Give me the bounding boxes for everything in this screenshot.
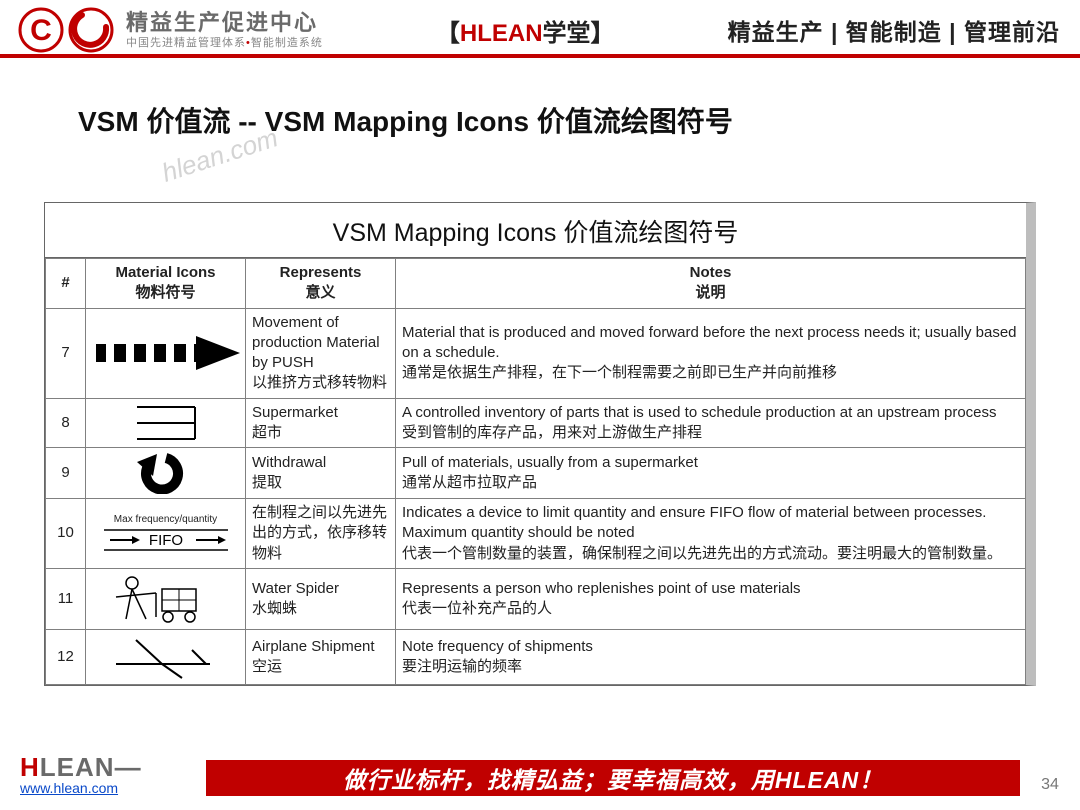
row-notes: Note frequency of shipments 要注明运输的频率	[396, 629, 1026, 684]
org-name: 精益生产促进中心	[126, 10, 323, 36]
table-row: 8 Supermarket 超市 A controlled inventory …	[46, 398, 1026, 448]
vsm-table: # Material Icons 物料符号 Represents 意义 Note…	[45, 258, 1026, 685]
logo-l-icon	[68, 7, 114, 53]
row-represents: 在制程之间以先进先出的方式，依序移转物料	[246, 499, 396, 569]
header: C 精益生产促进中心 中国先进精益管理体系•智能制造系统 【HLEAN学堂】 精…	[0, 0, 1080, 58]
footer: HLEAN— www.hlean.com 做行业标杆，找精弘益；要幸福高效，用H…	[0, 754, 1080, 796]
logo-text: 精益生产促进中心 中国先进精益管理体系•智能制造系统	[126, 10, 323, 50]
footer-brand: HLEAN—	[20, 754, 206, 781]
table-row: 12 Airplane Shipment 空运 Note frequency o…	[46, 629, 1026, 684]
page-number: 34	[1020, 754, 1080, 796]
table-row: 11 Water Sp	[46, 568, 1026, 629]
fifo-caption: Max frequency/quantity	[92, 513, 239, 527]
footer-slogan: 做行业标杆，找精弘益；要幸福高效，用HLEAN！	[206, 760, 1020, 796]
footer-left: HLEAN— www.hlean.com	[0, 754, 206, 796]
row-represents: Water Spider 水蜘蛛	[246, 568, 396, 629]
vsm-table-title: VSM Mapping Icons 价值流绘图符号	[45, 203, 1026, 258]
header-center: 【HLEAN学堂】	[323, 13, 728, 48]
row-represents: Movement of production Material by PUSH …	[246, 308, 396, 398]
col-notes: Notes 说明	[396, 259, 1026, 309]
row-notes: Pull of materials, usually from a superm…	[396, 448, 1026, 499]
fifo-icon: Max frequency/quantity FIFO	[86, 499, 246, 569]
col-num: #	[46, 259, 86, 309]
row-notes: Indicates a device to limit quantity and…	[396, 499, 1026, 569]
table-row: 7 Movement of production Material by PUS…	[46, 308, 1026, 398]
org-subtitle: 中国先进精益管理体系•智能制造系统	[126, 37, 323, 50]
supermarket-icon	[86, 398, 246, 448]
row-represents: Airplane Shipment 空运	[246, 629, 396, 684]
table-header-row: # Material Icons 物料符号 Represents 意义 Note…	[46, 259, 1026, 309]
svg-text:C: C	[30, 14, 52, 47]
row-num: 10	[46, 499, 86, 569]
withdrawal-icon	[86, 448, 246, 499]
water-spider-icon	[86, 568, 246, 629]
row-num: 8	[46, 398, 86, 448]
logo-c-icon: C	[18, 7, 64, 53]
row-num: 11	[46, 568, 86, 629]
table-row: 9 Withdrawal 提取 Pull of materials, usual…	[46, 448, 1026, 499]
header-right: 精益生产 | 智能制造 | 管理前沿	[728, 13, 1060, 47]
row-represents: Withdrawal 提取	[246, 448, 396, 499]
row-notes: A controlled inventory of parts that is …	[396, 398, 1026, 448]
slide-title: VSM 价值流 -- VSM Mapping Icons 价值流绘图符号	[78, 100, 1080, 140]
row-num: 7	[46, 308, 86, 398]
row-notes: Material that is produced and moved forw…	[396, 308, 1026, 398]
vsm-table-container: VSM Mapping Icons 价值流绘图符号 # Material Ico…	[44, 202, 1036, 686]
row-notes: Represents a person who replenishes poin…	[396, 568, 1026, 629]
row-represents: Supermarket 超市	[246, 398, 396, 448]
airplane-icon	[86, 629, 246, 684]
logo-block: C 精益生产促进中心 中国先进精益管理体系•智能制造系统	[18, 7, 323, 53]
col-material-icons: Material Icons 物料符号	[86, 259, 246, 309]
col-represents: Represents 意义	[246, 259, 396, 309]
fifo-label: FIFO	[148, 532, 182, 549]
row-num: 9	[46, 448, 86, 499]
table-row: 10 Max frequency/quantity FIFO 在制程之间以先进先…	[46, 499, 1026, 569]
row-num: 12	[46, 629, 86, 684]
push-arrow-icon	[86, 308, 246, 398]
footer-url[interactable]: www.hlean.com	[20, 780, 118, 796]
